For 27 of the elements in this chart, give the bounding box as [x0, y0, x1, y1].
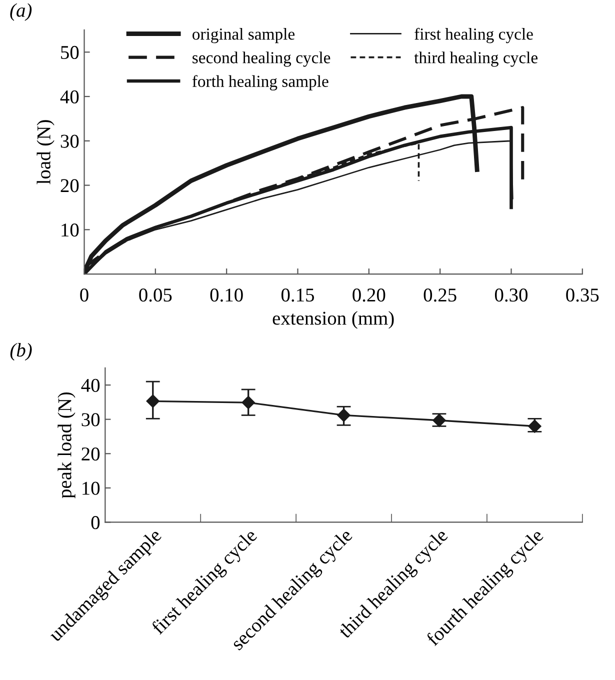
x-tick-label: 0.35 [566, 288, 599, 302]
y-tick-label: 50 [61, 46, 79, 60]
legend-label: third healing cycle [414, 52, 538, 67]
x-tick-label: 0.25 [424, 288, 456, 302]
y-tick-label: 30 [60, 134, 79, 148]
y-tick-label: 20 [60, 179, 79, 192]
y-axis-title: load (N) [36, 120, 54, 184]
x-axis-title: extension (mm) [272, 311, 394, 329]
y-tick-label: 10 [82, 482, 100, 495]
chart-title: (b) [10, 342, 32, 361]
x-tick-label: 0.10 [210, 288, 243, 302]
y-tick-label: 10 [62, 223, 79, 237]
y-tick-label: 20 [82, 447, 100, 461]
x-tick-label: 0.15 [281, 288, 314, 302]
y-tick-label: 0 [91, 516, 100, 530]
x-tick-label: 0.30 [494, 288, 528, 302]
y-tick-label: 40 [60, 90, 79, 104]
y-axis-title: peak load (N) [58, 392, 76, 498]
legend-label: first healing cycle [414, 28, 533, 44]
legend-label: forth healing sample [192, 75, 328, 90]
chart-title: (a) [10, 3, 32, 21]
y-tick-label: 30 [82, 413, 100, 426]
x-tick-label: 0.05 [139, 288, 172, 302]
x-tick-label: 0.20 [352, 288, 386, 302]
y-tick-label: 40 [81, 378, 100, 392]
legend-label: original sample [192, 28, 295, 44]
legend-label: second healing cycle [192, 52, 330, 67]
